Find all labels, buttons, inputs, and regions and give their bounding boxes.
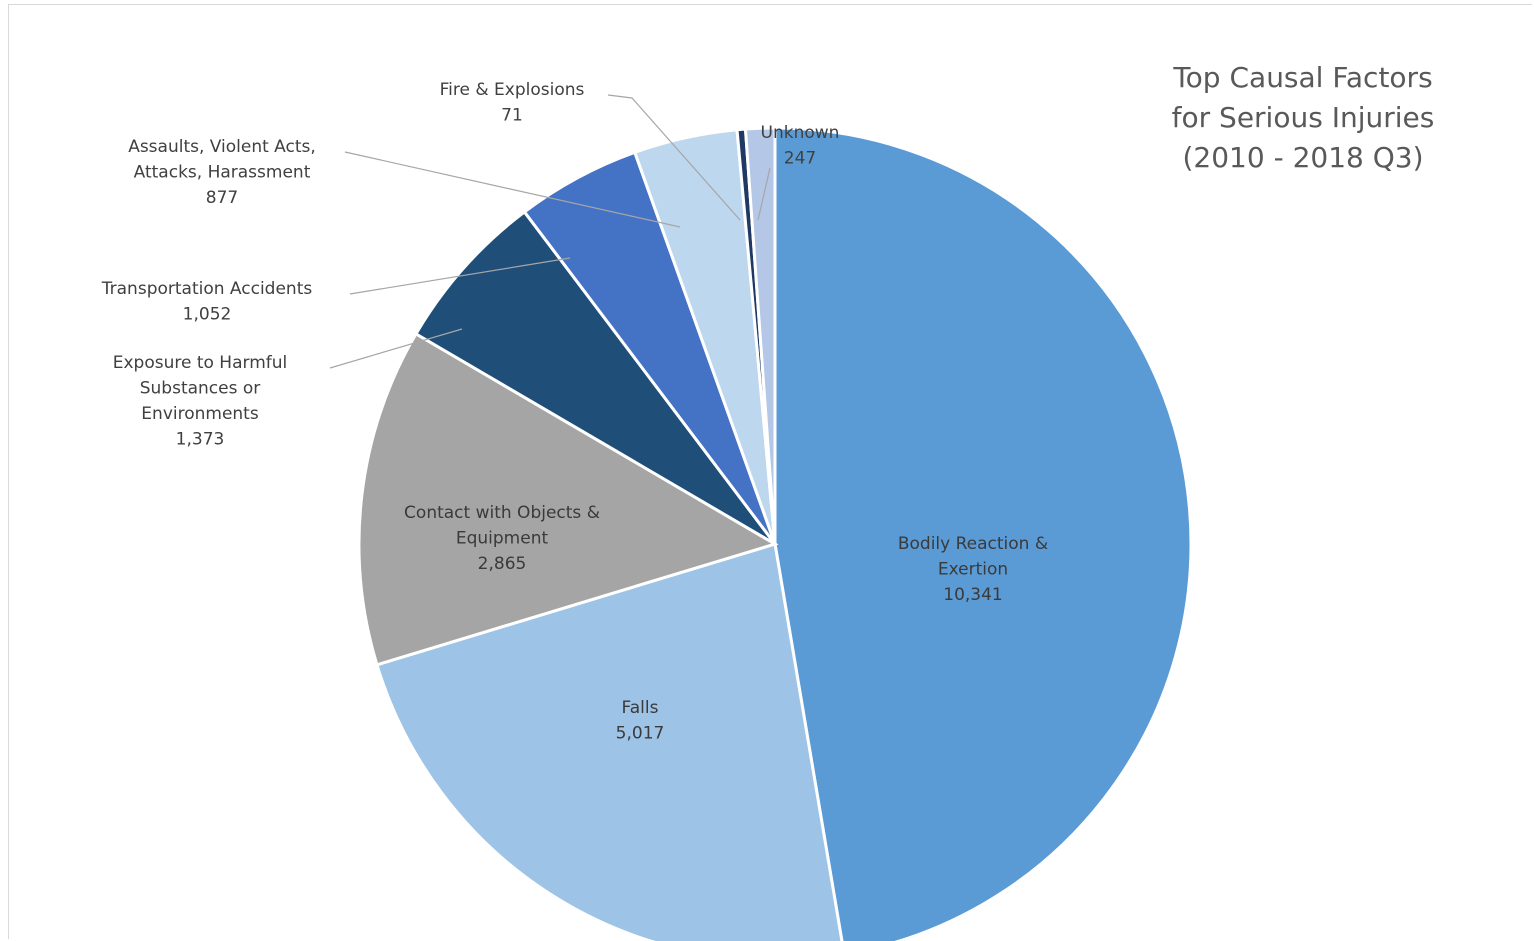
slice-value: 1,052 [183,305,232,325]
slice-labels: Bodily Reaction & Exertion 10,341 Falls 5,01… [101,80,1048,744]
slice-label-line: Attacks, Harassment [134,163,311,183]
slice-value: 10,341 [943,585,1002,605]
leader-line-fire-explosions [607,94,741,221]
slice-value: 71 [501,106,523,126]
pie-slice-falls [375,542,844,941]
slice-value: 247 [784,149,816,169]
chart-title: Top Causal Factors for Serious Injuries (2… [1172,61,1435,174]
slice-label-unknown: Unknown 247 [761,123,840,169]
slice-label-line: Falls [622,698,659,718]
slice-label-line: Environments [141,404,259,424]
chart-title-line: Top Causal Factors [1172,61,1432,94]
leader-line-transportation-accidents [349,257,571,295]
slice-value: 5,017 [616,724,665,744]
slice-label-line: Fire & Explosions [440,80,585,100]
pie-slices [357,126,1193,941]
slice-label-transportation-accidents: Transportation Accidents 1,052 [101,279,313,325]
slice-label-line: Substances or [140,379,261,399]
slice-label-bodily-reaction-exertion: Bodily Reaction & Exertion 10,341 [898,534,1048,605]
chart-title-text: Top Causal Factors for Serious Injuries (2… [1172,61,1435,174]
slice-label-line: Contact with Objects & [404,503,600,523]
slice-value: 877 [206,188,238,208]
slice-label-line: Transportation Accidents [101,279,313,299]
slice-label-line: Unknown [761,123,840,143]
leader-lines [329,94,771,369]
slice-label-line: Exposure to Harmful [113,353,288,373]
slice-label-line: Exertion [938,560,1008,580]
pie-slice-contact-with-objects-equipment [357,331,779,667]
slice-label-fire-explosions: Fire & Explosions 71 [440,80,585,126]
slice-label-assaults-violent-acts-attacks-harassment: Assaults, Violent Acts, Attacks, Harassme… [128,137,316,208]
slice-label-line: Assaults, Violent Acts, [128,137,316,157]
slice-label-line: Bodily Reaction & [898,534,1048,554]
slice-label-exposure-to-harmful-substances-or-environments: Exposure to Harmful Substances or Environm… [113,353,288,450]
pie-slice-exposure-to-harmful-substances-or-environments [413,209,777,546]
slice-value: 2,865 [478,554,527,574]
leader-line-unknown [757,167,771,221]
leader-line-exposure-to-harmful-substances-or-environments [329,328,463,369]
pie-slice-bodily-reaction-exertion [773,126,1193,941]
leader-line-assaults-violent-acts-attacks-harassment [344,151,681,228]
slice-label-contact-with-objects-equipment: Contact with Objects & Equipment 2,865 [404,503,600,574]
pie-slice-unknown [743,126,777,545]
slice-label-falls: Falls 5,017 [616,698,665,744]
slice-label-line: Equipment [456,529,549,549]
chart-title-line: (2010 - 2018 Q3) [1182,141,1423,174]
chart-title-line: for Serious Injuries [1172,101,1435,134]
slice-value: 1,373 [176,430,225,450]
